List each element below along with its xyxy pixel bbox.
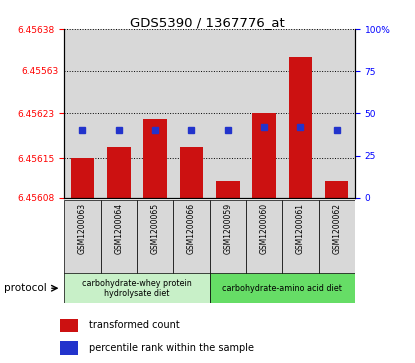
- Bar: [282, 200, 319, 274]
- Text: protocol: protocol: [4, 283, 47, 293]
- Bar: [61, 319, 78, 332]
- Bar: [210, 200, 246, 274]
- Bar: [173, 29, 210, 198]
- Bar: [64, 200, 101, 274]
- Bar: [61, 342, 78, 355]
- Bar: [246, 200, 282, 274]
- Bar: [180, 147, 203, 198]
- Bar: [64, 29, 101, 198]
- Bar: [137, 29, 173, 198]
- Bar: [252, 113, 276, 198]
- Bar: [325, 181, 349, 198]
- Bar: [137, 200, 173, 274]
- Text: GSM1200060: GSM1200060: [259, 203, 269, 254]
- Bar: [107, 147, 131, 198]
- Text: GSM1200061: GSM1200061: [296, 203, 305, 254]
- Text: percentile rank within the sample: percentile rank within the sample: [89, 343, 254, 353]
- Bar: [319, 29, 355, 198]
- Text: 6.45563: 6.45563: [22, 67, 59, 76]
- Text: GSM1200063: GSM1200063: [78, 203, 87, 254]
- Bar: [319, 200, 355, 274]
- Bar: [210, 29, 246, 198]
- Text: transformed count: transformed count: [89, 321, 179, 330]
- Bar: [216, 181, 239, 198]
- Text: GSM1200062: GSM1200062: [332, 203, 341, 254]
- Text: GDS5390 / 1367776_at: GDS5390 / 1367776_at: [130, 16, 285, 29]
- Text: carbohydrate-amino acid diet: carbohydrate-amino acid diet: [222, 284, 342, 293]
- Text: carbohydrate-whey protein
hydrolysate diet: carbohydrate-whey protein hydrolysate di…: [82, 278, 192, 298]
- Bar: [101, 29, 137, 198]
- Bar: [210, 273, 355, 303]
- Text: GSM1200065: GSM1200065: [151, 203, 160, 254]
- Bar: [64, 273, 210, 303]
- Bar: [288, 57, 312, 198]
- Bar: [71, 158, 94, 198]
- Bar: [246, 29, 282, 198]
- Text: GSM1200066: GSM1200066: [187, 203, 196, 254]
- Bar: [173, 200, 210, 274]
- Text: GSM1200064: GSM1200064: [114, 203, 123, 254]
- Bar: [143, 119, 167, 198]
- Bar: [282, 29, 319, 198]
- Text: GSM1200059: GSM1200059: [223, 203, 232, 254]
- Bar: [100, 200, 137, 274]
